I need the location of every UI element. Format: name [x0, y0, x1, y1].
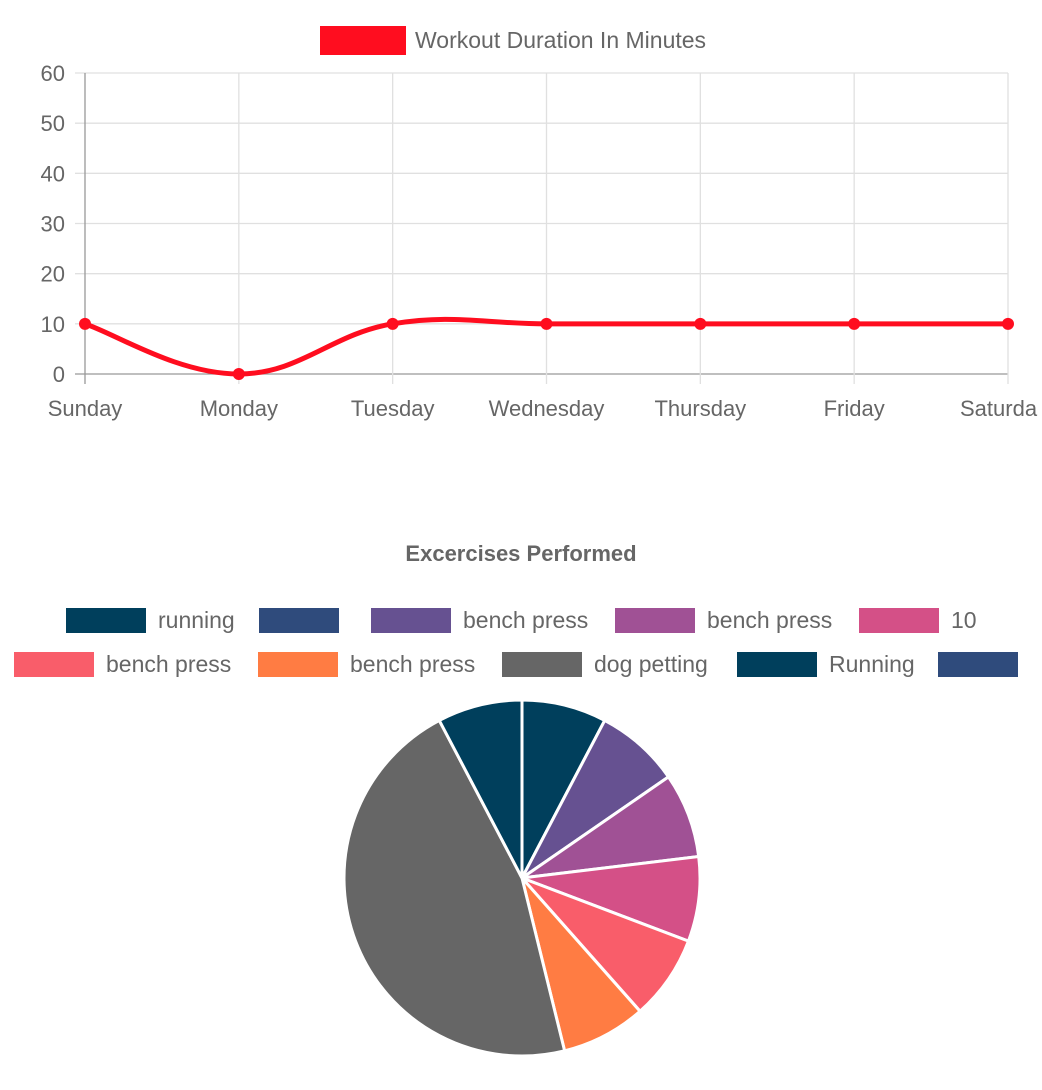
line-chart-legend[interactable]: Workout Duration In Minutes: [320, 26, 706, 55]
data-point-sunday[interactable]: [79, 317, 91, 330]
y-tick-label: 0: [53, 362, 65, 387]
y-tick-label: 50: [41, 111, 65, 136]
legend-label: bench press: [106, 651, 231, 677]
legend-swatch: [259, 608, 339, 633]
x-tick-label: Sunday: [48, 396, 123, 421]
x-tick-label: Tuesday: [351, 396, 435, 421]
pie-legend-item[interactable]: [259, 608, 339, 633]
legend-label: 10: [951, 607, 977, 633]
y-tick-label: 40: [41, 161, 65, 186]
pie-legend-item[interactable]: bench press: [14, 651, 231, 677]
legend-swatch: [737, 652, 817, 677]
line-legend-swatch: [320, 26, 406, 55]
legend-swatch: [371, 608, 451, 633]
line-chart: Workout Duration In Minutes 60 50 40 30 20 10…: [41, 26, 1038, 421]
legend-label: bench press: [707, 607, 832, 633]
data-point-saturda[interactable]: [1002, 317, 1014, 330]
legend-label: bench press: [463, 607, 588, 633]
x-tick-label: Monday: [200, 396, 278, 421]
x-tick-label: Thursday: [654, 396, 746, 421]
x-tick-label: Wednesday: [489, 396, 605, 421]
line-chart-grid: [75, 72, 1009, 384]
pie-slice-bench-press[interactable]: [521, 774, 701, 880]
y-axis-ticks: 60 50 40 30 20 10 0: [41, 61, 65, 387]
x-axis-ticks: Sunday Monday Tuesday Wednesday Thursday Frid…: [48, 396, 1038, 421]
legend-swatch: [615, 608, 695, 633]
pie-chart-title: Excercises Performed: [405, 541, 636, 566]
pie-legend-item[interactable]: dog petting: [502, 651, 708, 677]
pie-legend-item[interactable]: bench press: [371, 607, 588, 633]
legend-swatch: [258, 652, 338, 677]
legend-label: bench press: [350, 651, 475, 677]
pie-slice-bench-press[interactable]: [520, 877, 643, 1053]
pie-slice-bench-press[interactable]: [520, 718, 671, 880]
legend-swatch: [859, 608, 939, 633]
pie-slice-dog-petting[interactable]: [342, 718, 567, 1058]
legend-label: Running: [829, 651, 915, 677]
data-point-wednesday[interactable]: [540, 317, 553, 330]
legend-swatch: [502, 652, 582, 677]
legend-swatch: [66, 608, 146, 633]
legend-label: dog petting: [594, 651, 708, 677]
y-tick-label: 20: [41, 262, 65, 287]
pie-legend-item[interactable]: 10: [859, 607, 977, 633]
legend-label: running: [158, 607, 235, 633]
pie-slices: [342, 698, 702, 1058]
y-tick-label: 10: [41, 312, 65, 337]
pie-slice-running[interactable]: [520, 698, 607, 879]
data-point-friday[interactable]: [848, 317, 861, 330]
pie-legend-item[interactable]: bench press: [615, 607, 832, 633]
pie-legend-item[interactable]: running: [66, 607, 235, 633]
pie-slice-10[interactable]: [521, 854, 702, 944]
pie-legend-item[interactable]: [938, 652, 1018, 677]
legend-swatch: [938, 652, 1018, 677]
data-point-monday[interactable]: [232, 368, 245, 380]
line-legend-label: Workout Duration In Minutes: [415, 27, 706, 53]
legend-swatch: [14, 652, 94, 677]
y-tick-label: 30: [41, 212, 65, 237]
pie-legend-item[interactable]: Running: [737, 651, 915, 677]
pie-chart-legend: running bench press bench press 10 bench pre…: [14, 607, 1018, 677]
data-point-tuesday[interactable]: [386, 317, 399, 330]
pie-legend-item[interactable]: bench press: [258, 651, 475, 677]
y-tick-label: 60: [41, 61, 65, 86]
x-tick-label: Saturda: [960, 396, 1038, 421]
pie-slice-running[interactable]: [437, 698, 524, 879]
series-points: [79, 317, 1014, 380]
x-tick-label: Friday: [824, 396, 885, 421]
pie-slice-bench-press[interactable]: [520, 876, 691, 1014]
data-point-thursday[interactable]: [694, 317, 707, 330]
